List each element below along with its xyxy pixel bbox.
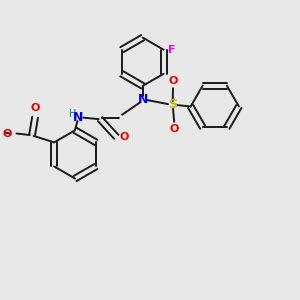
Text: O: O xyxy=(168,76,178,86)
Text: O: O xyxy=(30,103,40,113)
Text: O: O xyxy=(2,128,11,139)
Text: F: F xyxy=(168,45,175,55)
Text: N: N xyxy=(73,111,83,124)
Text: H: H xyxy=(69,109,76,119)
Text: N: N xyxy=(137,93,148,106)
Text: O: O xyxy=(120,132,129,142)
Text: O: O xyxy=(169,124,179,134)
Text: S: S xyxy=(168,98,177,112)
